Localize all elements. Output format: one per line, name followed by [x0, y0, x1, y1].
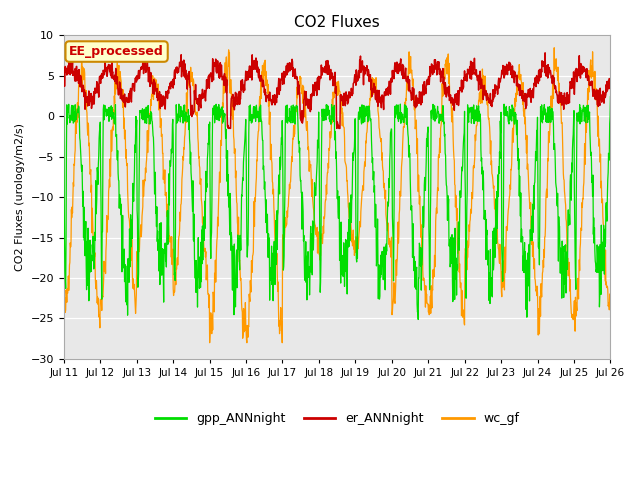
Title: CO2 Fluxes: CO2 Fluxes — [294, 15, 380, 30]
Y-axis label: CO2 Fluxes (urology/m2/s): CO2 Fluxes (urology/m2/s) — [15, 123, 25, 271]
Text: EE_processed: EE_processed — [69, 45, 164, 58]
Legend: gpp_ANNnight, er_ANNnight, wc_gf: gpp_ANNnight, er_ANNnight, wc_gf — [150, 407, 525, 430]
